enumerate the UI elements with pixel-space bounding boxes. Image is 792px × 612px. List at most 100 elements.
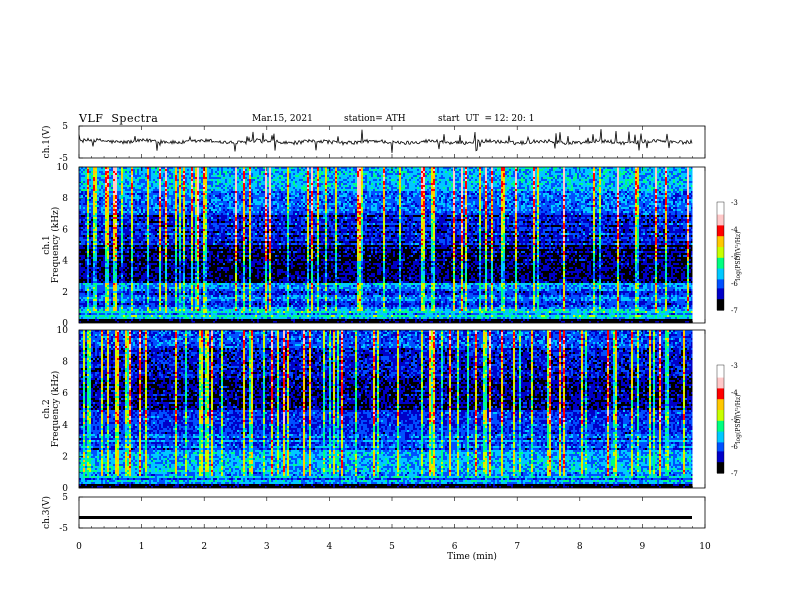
spectrogram-cell [663,185,665,187]
spectrogram-cell [369,193,371,195]
spectrogram-cell [295,195,299,197]
spectrogram-cell [269,183,271,185]
spectrogram-cell [347,181,349,183]
spectrogram-cell [299,179,303,181]
spectrogram-cell [373,189,375,191]
spectrogram-cell [279,197,281,199]
spectrogram-cell [539,179,541,181]
spectrogram-cell [589,177,593,179]
spectrogram-cell [183,173,185,175]
spectrogram-cell [337,169,341,171]
spectrogram-cell [577,201,579,203]
spectrogram-cell [673,175,679,177]
spectrogram-cell [161,171,165,173]
spectrogram-cell [199,179,201,181]
spectrogram-cell [197,171,199,173]
spectrogram-cell [517,185,519,187]
spectrogram-cell [101,193,105,195]
spectrogram-cell [457,195,461,197]
spectrogram-cell [465,193,467,195]
spectrogram-cell [599,189,601,191]
spectrogram-cell [663,171,665,173]
spectrogram-cell [615,201,617,203]
spectrogram-cell [103,187,105,189]
spectrogram-cell [449,169,451,171]
spectrogram-cell [497,175,499,177]
spectrogram-cell [493,205,499,207]
spectrogram-cell [361,193,363,195]
spectrogram-cell [189,209,191,211]
spectrogram-cell [99,201,103,203]
spectrogram-cell [443,193,447,195]
spectrogram-cell [299,175,303,177]
spectrogram-cell [333,175,335,177]
spectrogram-cell [205,175,207,177]
spectrogram-cell [175,187,177,189]
spectrogram-cell [241,181,243,183]
spectrogram-cell [401,183,405,185]
spectrogram-cell [245,171,247,173]
spectrogram-cell [435,197,437,199]
spectrogram-cell [125,179,127,181]
spectrogram-cell [331,197,333,199]
spectrogram-cell [481,181,483,183]
spectrogram-cell [673,179,675,181]
spectrogram-cell [415,201,421,203]
spectrogram-cell [97,171,99,173]
spectrogram-cell [99,199,101,201]
spectrogram-cell [665,187,667,189]
spectrogram-cell [123,177,127,179]
spectrogram-cell [397,205,399,207]
spectrogram-cell [269,201,271,203]
spectrogram-cell [417,207,421,209]
spectrogram-cell [215,195,221,197]
spectrogram-cell [495,201,497,203]
spectrogram-cell [481,189,483,191]
spectrogram-cell [363,175,365,177]
spectrogram-cell [405,181,407,183]
spectrogram-cell [305,193,307,195]
spectrogram-cell [395,203,397,205]
spectrogram-cell [525,187,527,189]
spectrogram-cell [177,177,179,179]
spectrogram-cell [561,173,563,175]
spectrogram-cell [121,181,123,183]
spectrogram-cell [511,193,513,195]
spectrogram-cell [315,189,317,191]
spectrogram-cell [419,205,421,207]
spectrogram-cell [327,183,329,185]
spectrogram-cell [95,185,97,187]
spectrogram-cell [621,191,625,193]
spectrogram-cell [149,181,153,183]
spectrogram-cell [117,173,119,175]
spectrogram-cell [447,189,449,191]
spectrogram-cell [329,179,333,181]
spectrogram-cell [681,201,683,203]
spectrogram-cell [89,193,91,195]
spectrogram-cell [595,177,599,179]
spectrogram-cell [165,209,167,211]
spectrogram-cell [549,189,551,191]
spectrogram-cell [265,175,267,177]
spectrogram-cell [361,173,363,175]
spectrogram-cell [79,201,85,203]
spectrogram-cell [103,201,105,203]
spectrogram-cell [185,197,191,199]
spectrogram-cell [151,207,153,209]
spectrogram-cell [607,199,609,201]
spectrogram-cell [631,173,633,175]
spectrogram-cell [521,207,525,209]
spectrogram-cell [263,201,265,203]
spectrogram-cell [595,175,599,177]
spectrogram-cell [389,189,391,191]
spectrogram-cell [481,201,483,203]
spectrogram-cell [639,183,641,185]
spectrogram-cell [125,209,127,211]
spectrogram-cell [493,203,497,205]
spectrogram-cell [567,183,571,185]
spectrogram-cell [161,169,163,171]
spectrogram-cell [489,177,491,179]
spectrogram-cell [133,203,135,205]
spectrogram-cell [87,199,89,201]
spectrogram-cell [239,191,241,193]
